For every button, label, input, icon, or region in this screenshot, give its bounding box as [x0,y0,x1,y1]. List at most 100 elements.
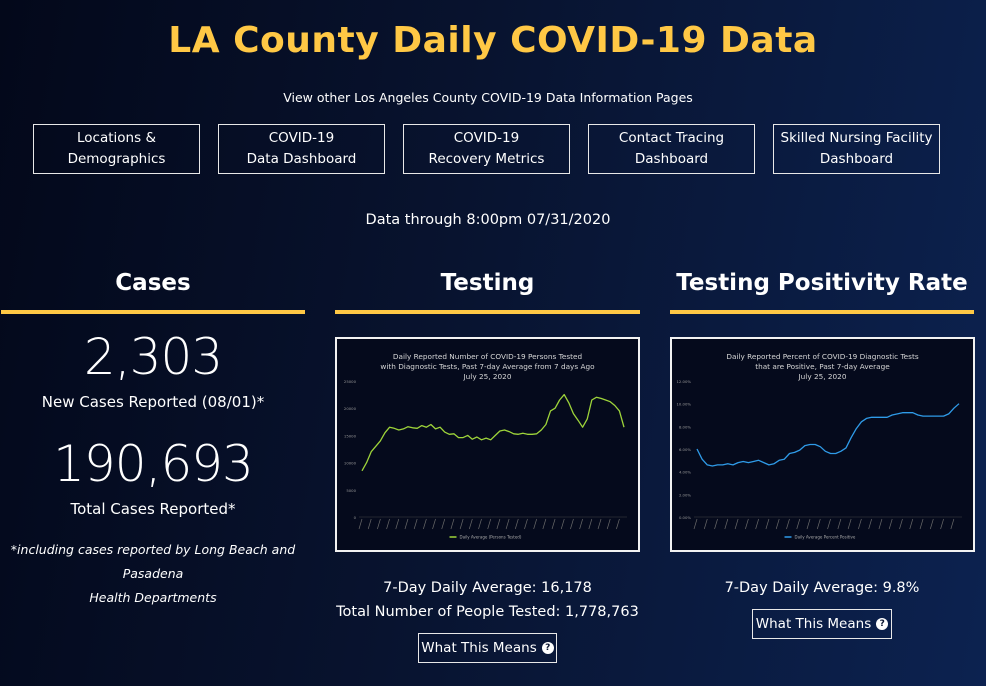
x-tick-mark [496,518,501,530]
data-through-date: Data through 8:00pm 07/31/2020 [365,212,611,228]
x-tick-mark [703,518,708,530]
x-tick-mark [441,518,446,530]
x-tick-mark [542,518,547,530]
x-tick-mark [505,518,510,530]
x-tick-mark [734,518,739,530]
x-tick-mark [919,518,924,530]
x-tick-mark [386,518,390,530]
x-tick-mark [806,518,811,530]
nav-contact-tracing-button[interactable]: Contact Tracing Dashboard [588,124,755,174]
cases-heading: Cases [115,270,191,296]
nav-button-line1: Contact Tracing [618,130,725,146]
positivity-chart[interactable]: Daily Reported Percent of COVID-19 Diagn… [670,337,975,552]
positivity-what-this-means-button[interactable]: What This Means ? [752,609,892,639]
x-tick-mark [745,518,749,530]
x-tick-mark [524,518,528,530]
x-tick-mark [450,518,455,530]
testing-what-this-means-button[interactable]: What This Means ? [418,633,557,663]
x-tick-mark [755,518,759,530]
positivity-heading: Testing Positivity Rate [676,270,968,296]
x-tick-mark [909,518,914,530]
x-tick-mark [868,518,873,530]
x-tick-mark [395,518,400,530]
y-tick-label: 10.00% [677,402,692,407]
x-tick-mark [929,518,934,530]
x-tick-mark [940,518,944,530]
x-tick-mark [377,518,381,530]
x-tick-mark [786,518,790,530]
testing-divider [335,310,640,314]
question-icon: ? [876,618,889,630]
testing-total-tested: Total Number of People Tested: 1,778,763 [336,604,639,620]
positivity-daily-average: 7-Day Daily Average: 9.8% [724,580,920,596]
y-tick-label: 8.00% [679,424,691,429]
x-tick-mark [899,518,903,530]
x-tick-mark [796,518,801,530]
x-tick-mark [570,518,574,530]
question-icon: ? [541,642,554,654]
nav-button-line1: Skilled Nursing Facility [780,130,933,146]
x-tick-mark [714,518,718,530]
nav-recovery-metrics-button[interactable]: COVID-19 Recovery Metrics [403,124,570,174]
x-tick-mark [579,518,583,530]
x-tick-mark [816,518,821,530]
x-tick-mark [765,518,770,530]
nav-locations-demographics-button[interactable]: Locations & Demographics [33,124,200,174]
page-subtitle: View other Los Angeles County COVID-19 D… [283,90,693,105]
cases-footnote: *including cases reported by Long Beach … [0,538,306,610]
x-tick-mark [616,518,620,530]
legend-label: Daily Average (Persons Tested) [460,535,522,540]
x-tick-mark [693,518,698,530]
x-tick-mark [551,518,556,530]
nav-button-line1: COVID-19 [268,130,335,146]
y-tick-label: 0.00% [679,515,691,520]
nav-button-line2: Dashboard [819,151,894,167]
x-tick-mark [514,518,519,530]
y-tick-label: 25000 [344,379,357,384]
legend-label: Daily Average Percent Positive [795,535,856,540]
chart-title-line: July 25, 2020 [463,372,512,381]
chart-title-line: Daily Reported Percent of COVID-19 Diagn… [726,352,918,361]
nav-skilled-nursing-button[interactable]: Skilled Nursing Facility Dashboard [773,124,940,174]
nav-button-line1: COVID-19 [453,130,520,146]
y-tick-label: 10000 [344,461,357,466]
positivity-chart-svg: Daily Reported Percent of COVID-19 Diagn… [677,352,962,540]
y-tick-label: 20000 [344,406,357,411]
x-tick-mark [950,518,955,530]
nav-button-line2: Data Dashboard [246,151,357,167]
x-tick-mark [837,518,842,530]
chart-title-line: Daily Reported Number of COVID-19 Person… [393,352,582,361]
x-tick-mark [827,518,831,530]
x-tick-mark [888,518,893,530]
series-line [696,403,960,467]
chart-title-line: that are Positive, Past 7-day Average [755,362,890,371]
x-tick-mark [478,518,482,530]
total-cases-value: 190,693 [53,435,254,493]
x-tick-mark [847,518,852,530]
x-tick-mark [724,518,729,530]
x-tick-mark [459,518,464,530]
testing-chart[interactable]: Daily Reported Number of COVID-19 Person… [335,337,640,552]
x-tick-mark [858,518,862,530]
new-cases-label: New Cases Reported (08/01)* [41,393,265,411]
nav-button-line2: Demographics [67,151,166,167]
testing-chart-svg: Daily Reported Number of COVID-19 Person… [344,352,627,540]
x-tick-mark [487,518,492,530]
positivity-divider [670,310,974,314]
page-title: LA County Daily COVID-19 Data [168,20,818,61]
x-tick-mark [358,518,363,530]
total-cases-label: Total Cases Reported* [70,500,236,518]
x-tick-mark [413,518,418,530]
x-tick-mark [775,518,780,530]
cases-divider [1,310,305,314]
x-tick-mark [878,518,883,530]
series-line [361,393,625,472]
nav-data-dashboard-button[interactable]: COVID-19 Data Dashboard [218,124,385,174]
x-tick-mark [597,518,602,530]
y-tick-label: 15000 [344,433,357,438]
x-tick-mark [560,518,565,530]
x-tick-mark [468,518,473,530]
x-tick-mark [606,518,611,530]
x-tick-mark [423,518,427,530]
y-tick-label: 2.00% [679,492,691,497]
